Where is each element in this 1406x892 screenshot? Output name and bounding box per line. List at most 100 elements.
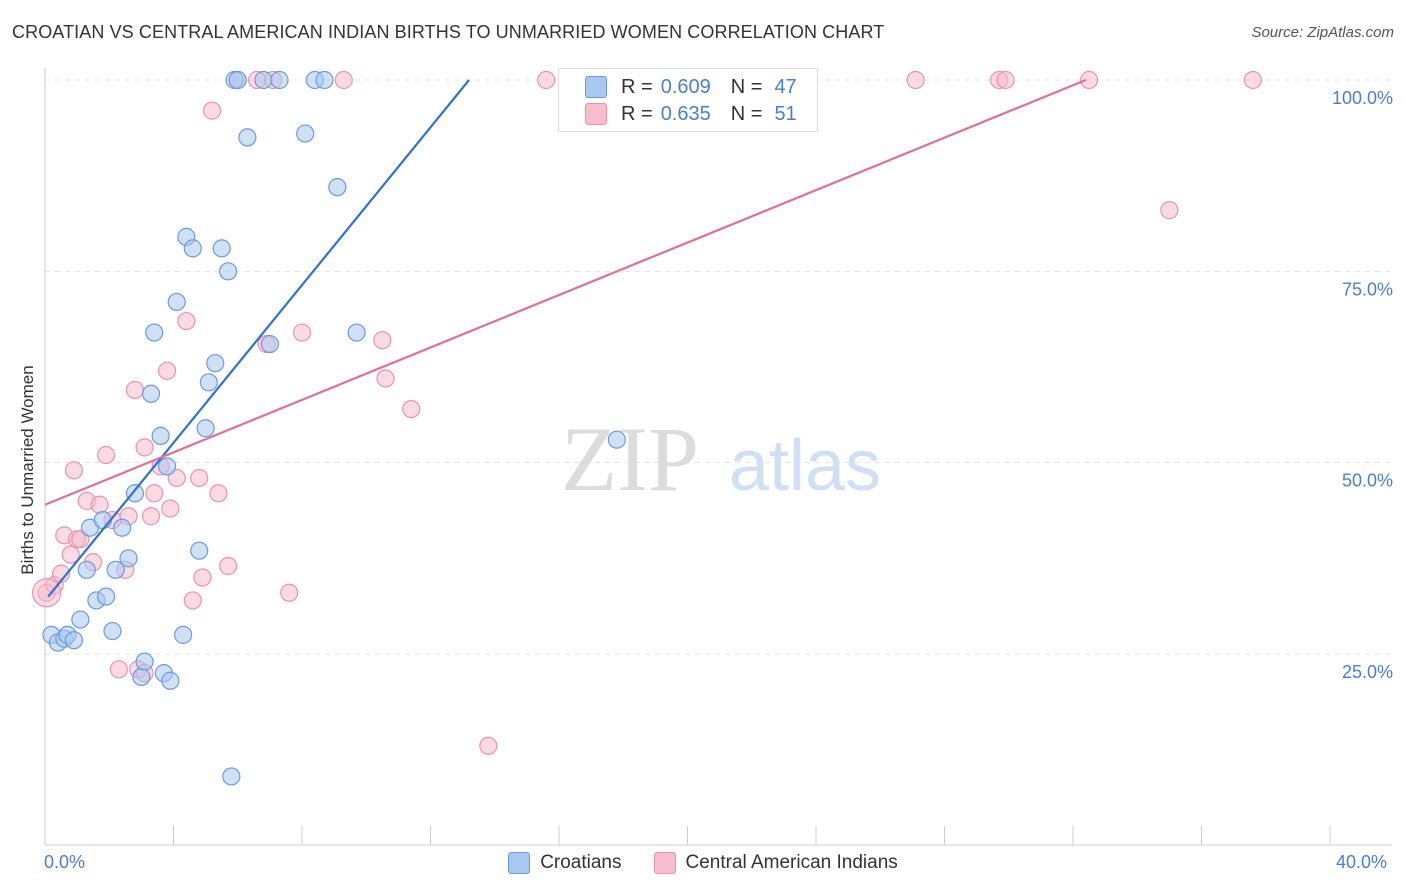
croatians-point-13 xyxy=(112,518,132,537)
trend-lines xyxy=(44,78,1087,598)
central-american-indians-point-43 xyxy=(479,736,498,755)
y-tick-labels: 25.0% 50.0% 75.0% 100.0% xyxy=(1332,88,1393,682)
croatians-point-38 xyxy=(254,70,273,90)
croatians-point-29 xyxy=(196,419,215,438)
croatians-point-28 xyxy=(190,541,209,560)
central-american-indians-point-48 xyxy=(1079,70,1099,90)
legend-r-value: 0.635 xyxy=(660,102,711,125)
legend-label-central-american-indians: Central American Indians xyxy=(685,852,898,873)
croatians-point-5 xyxy=(71,610,90,629)
croatians-point-33 xyxy=(219,262,238,281)
croatians-point-27 xyxy=(183,239,202,258)
croatians-point-10 xyxy=(96,587,116,606)
croatians-point-22 xyxy=(157,457,177,476)
croatians-point-11 xyxy=(103,621,122,641)
legend-swatch-pink xyxy=(585,103,607,125)
legend-r-value: 0.609 xyxy=(660,75,711,98)
central-american-indians-point-11 xyxy=(96,445,116,465)
central-american-indians-point-13 xyxy=(109,660,128,679)
croatians-point-23 xyxy=(161,671,180,690)
central-american-indians-point-40 xyxy=(373,331,392,350)
croatians-point-32 xyxy=(212,239,231,258)
central-american-indians-point-44 xyxy=(537,70,556,90)
croatians-point-24 xyxy=(167,292,186,312)
legend-n-label: N = xyxy=(730,102,763,125)
croatians-point-34 xyxy=(222,767,241,786)
central-american-indians-point-26 xyxy=(177,311,196,331)
croatians-point-4 xyxy=(64,631,84,650)
series-legend: Croatians Central American Indians xyxy=(0,852,1406,874)
central-american-indians-cluster-point xyxy=(32,578,62,608)
series-croatians xyxy=(42,70,626,786)
central-american-indians-point-27 xyxy=(183,591,202,610)
central-american-indians-point-30 xyxy=(202,101,222,120)
croatians-point-44 xyxy=(328,178,347,197)
croatians-point-43 xyxy=(315,70,334,90)
central-american-indians-point-41 xyxy=(376,369,395,388)
legend-n-label: N = xyxy=(730,75,763,98)
central-american-indians-point-49 xyxy=(1160,201,1179,220)
y-tick-label-100: 100.0% xyxy=(1332,88,1393,108)
central-american-indians-trend-line xyxy=(44,78,1087,506)
croatians-point-16 xyxy=(132,667,151,687)
x-tick-label-min: 0.0% xyxy=(44,852,86,872)
central-american-indians-point-47 xyxy=(996,70,1015,90)
croatians-point-25 xyxy=(174,625,193,644)
central-american-indians-point-29 xyxy=(193,568,212,587)
central-american-indians-point-38 xyxy=(292,323,312,342)
central-american-indians-point-45 xyxy=(906,70,925,90)
central-american-indians-point-31 xyxy=(209,484,228,503)
legend-row-central-american-indians: R = 0.635 N = 51 xyxy=(585,101,797,127)
watermark-atlas: atlas xyxy=(729,426,881,506)
legend-r-label: R = xyxy=(621,75,653,98)
croatians-point-17 xyxy=(135,652,154,671)
stats-legend: R = 0.609 N = 47 R = 0.635 N = 51 xyxy=(558,68,818,132)
central-american-indians-point-42 xyxy=(402,399,421,419)
legend-n-value: 51 xyxy=(774,102,797,125)
central-american-indians-point-19 xyxy=(135,438,154,457)
central-american-indians-point-23 xyxy=(157,361,177,380)
y-tick-label-25: 25.0% xyxy=(1342,662,1393,682)
croatians-point-31 xyxy=(206,354,225,373)
croatians-point-6 xyxy=(77,560,96,579)
central-american-indians-point-4 xyxy=(61,545,80,564)
legend-swatch-blue xyxy=(585,76,607,98)
croatians-point-14 xyxy=(119,549,138,568)
legend-row-croatians: R = 0.609 N = 47 xyxy=(585,74,797,100)
central-american-indians-point-37 xyxy=(280,583,299,602)
croatians-point-45 xyxy=(347,323,366,342)
central-american-indians-point-16 xyxy=(125,380,145,400)
central-american-indians-point-39 xyxy=(334,70,353,90)
legend-item-croatians[interactable]: Croatians xyxy=(508,852,622,874)
y-tick-label-50: 50.0% xyxy=(1342,471,1393,491)
croatians-trend-line xyxy=(47,79,470,598)
central-american-indians-point-50 xyxy=(1243,70,1263,90)
x-tick-label-max: 40.0% xyxy=(1336,852,1388,872)
grid xyxy=(45,79,1392,655)
central-american-indians-point-32 xyxy=(219,556,238,576)
central-american-indians-point-20 xyxy=(141,507,161,526)
chart-title: CROATIAN VS CENTRAL AMERICAN INDIAN BIRT… xyxy=(12,22,885,42)
legend-n-value: 47 xyxy=(774,75,797,98)
central-american-indians-point-28 xyxy=(190,468,209,488)
watermark: ZIP atlas xyxy=(561,408,881,510)
croatians-point-12 xyxy=(106,560,125,579)
central-american-indians-point-10 xyxy=(90,495,109,514)
legend-r-label: R = xyxy=(621,102,653,125)
source-credit: Source: ZipAtlas.com xyxy=(1251,24,1394,41)
legend-item-central-american-indians[interactable]: Central American Indians xyxy=(653,852,898,874)
legend-label-croatians: Croatians xyxy=(540,852,622,873)
axes xyxy=(44,68,1392,846)
y-tick-label-75: 75.0% xyxy=(1342,279,1393,299)
central-american-indians-point-5 xyxy=(64,461,84,480)
croatians-point-36 xyxy=(228,70,247,90)
central-american-indians-point-24 xyxy=(161,499,180,518)
croatians-point-37 xyxy=(238,128,257,147)
croatians-point-19 xyxy=(145,323,164,342)
croatians-point-9 xyxy=(93,510,112,530)
croatians-point-40 xyxy=(270,70,289,90)
croatians-point-46 xyxy=(607,430,626,449)
croatians-point-20 xyxy=(151,426,170,445)
croatians-point-18 xyxy=(141,384,161,403)
